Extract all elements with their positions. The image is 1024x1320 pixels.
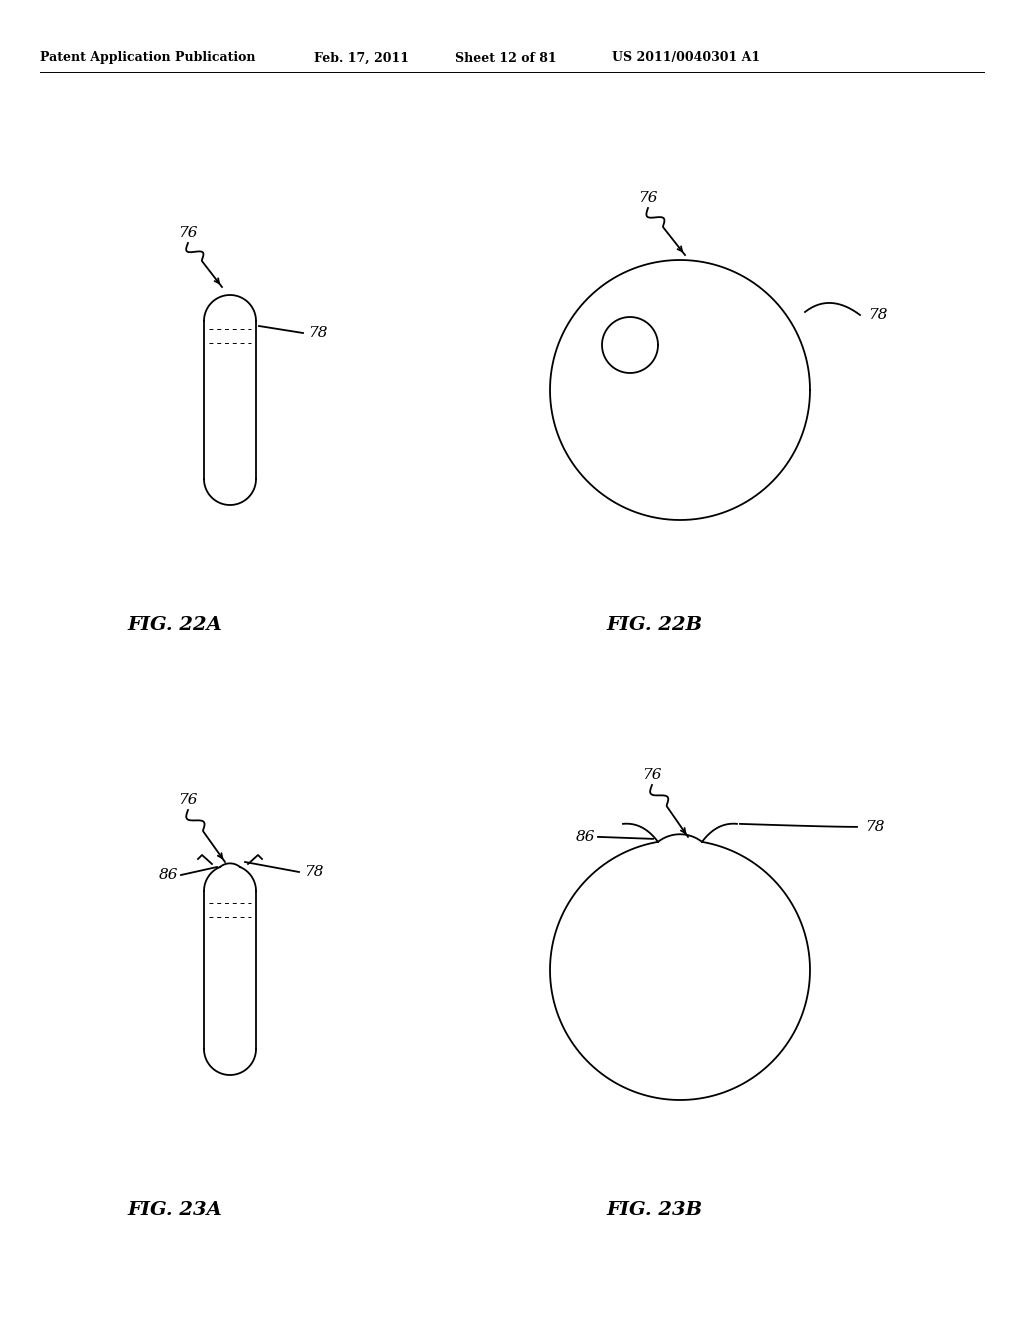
Text: FIG. 22B: FIG. 22B: [607, 616, 703, 634]
Text: 76: 76: [642, 768, 662, 781]
Text: 76: 76: [178, 226, 198, 240]
Text: US 2011/0040301 A1: US 2011/0040301 A1: [612, 51, 760, 65]
Text: 78: 78: [868, 308, 888, 322]
Text: Patent Application Publication: Patent Application Publication: [40, 51, 256, 65]
Text: Feb. 17, 2011: Feb. 17, 2011: [314, 51, 410, 65]
Text: FIG. 22A: FIG. 22A: [128, 616, 222, 634]
Text: Sheet 12 of 81: Sheet 12 of 81: [456, 51, 557, 65]
Text: 76: 76: [638, 191, 657, 205]
Text: FIG. 23A: FIG. 23A: [128, 1201, 222, 1218]
Text: 86: 86: [575, 830, 595, 843]
Text: 76: 76: [178, 793, 198, 807]
Text: 78: 78: [308, 326, 328, 341]
Text: FIG. 23B: FIG. 23B: [607, 1201, 703, 1218]
Text: 86: 86: [159, 869, 178, 882]
Text: 78: 78: [865, 820, 885, 834]
Text: 78: 78: [304, 865, 324, 879]
